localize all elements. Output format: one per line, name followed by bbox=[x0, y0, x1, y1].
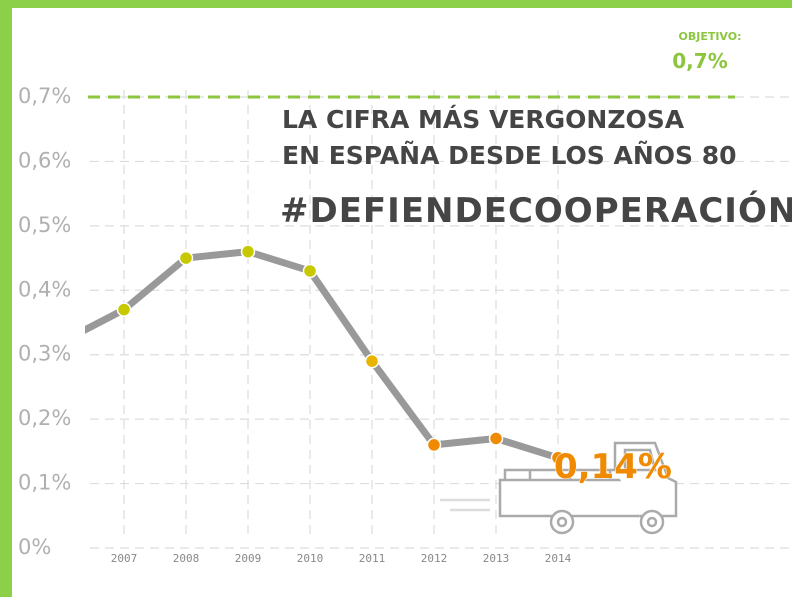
point bbox=[116, 302, 132, 317]
y-tick-label: 0,2% bbox=[18, 406, 71, 430]
y-tick-label: 0,5% bbox=[18, 213, 71, 237]
point bbox=[302, 263, 318, 279]
plot bbox=[85, 244, 566, 466]
x-tick-label: 2012 bbox=[421, 552, 448, 565]
y-tick-label: 0,4% bbox=[18, 277, 71, 301]
title-line: EN ESPAÑA DESDE LOS AÑOS 80 bbox=[282, 141, 737, 170]
x-tick-label: 2010 bbox=[297, 552, 324, 565]
point bbox=[488, 431, 504, 446]
y-tick-label: 0,6% bbox=[18, 148, 71, 172]
point bbox=[426, 437, 442, 453]
point bbox=[550, 450, 566, 466]
target-value: 0,7% bbox=[672, 49, 727, 73]
point bbox=[178, 250, 194, 266]
title-line: LA CIFRA MÁS VERGONZOSA bbox=[282, 105, 685, 134]
y-tick-label: 0,7% bbox=[18, 84, 71, 108]
point bbox=[240, 244, 256, 259]
y-tick-label: 0,3% bbox=[18, 342, 71, 366]
x-tick-label: 2011 bbox=[359, 552, 386, 565]
x-tick-label: 2014 bbox=[545, 552, 572, 565]
y-tick-label: 0% bbox=[18, 535, 51, 559]
x-tick-label: 2008 bbox=[173, 552, 200, 565]
x-tick-label: 2009 bbox=[235, 552, 262, 565]
target-label: OBJETIVO: bbox=[678, 30, 741, 43]
x-tick-label: 2013 bbox=[483, 552, 510, 565]
y-tick-label: 0,1% bbox=[18, 471, 71, 495]
x-tick-label: 2007 bbox=[111, 552, 138, 565]
point bbox=[364, 353, 380, 369]
grid bbox=[90, 90, 792, 549]
truck-icon bbox=[440, 441, 678, 535]
hashtag: #DEFIENDECOOPERACIÓN bbox=[280, 190, 792, 231]
data-label: 0,14% bbox=[554, 447, 672, 487]
